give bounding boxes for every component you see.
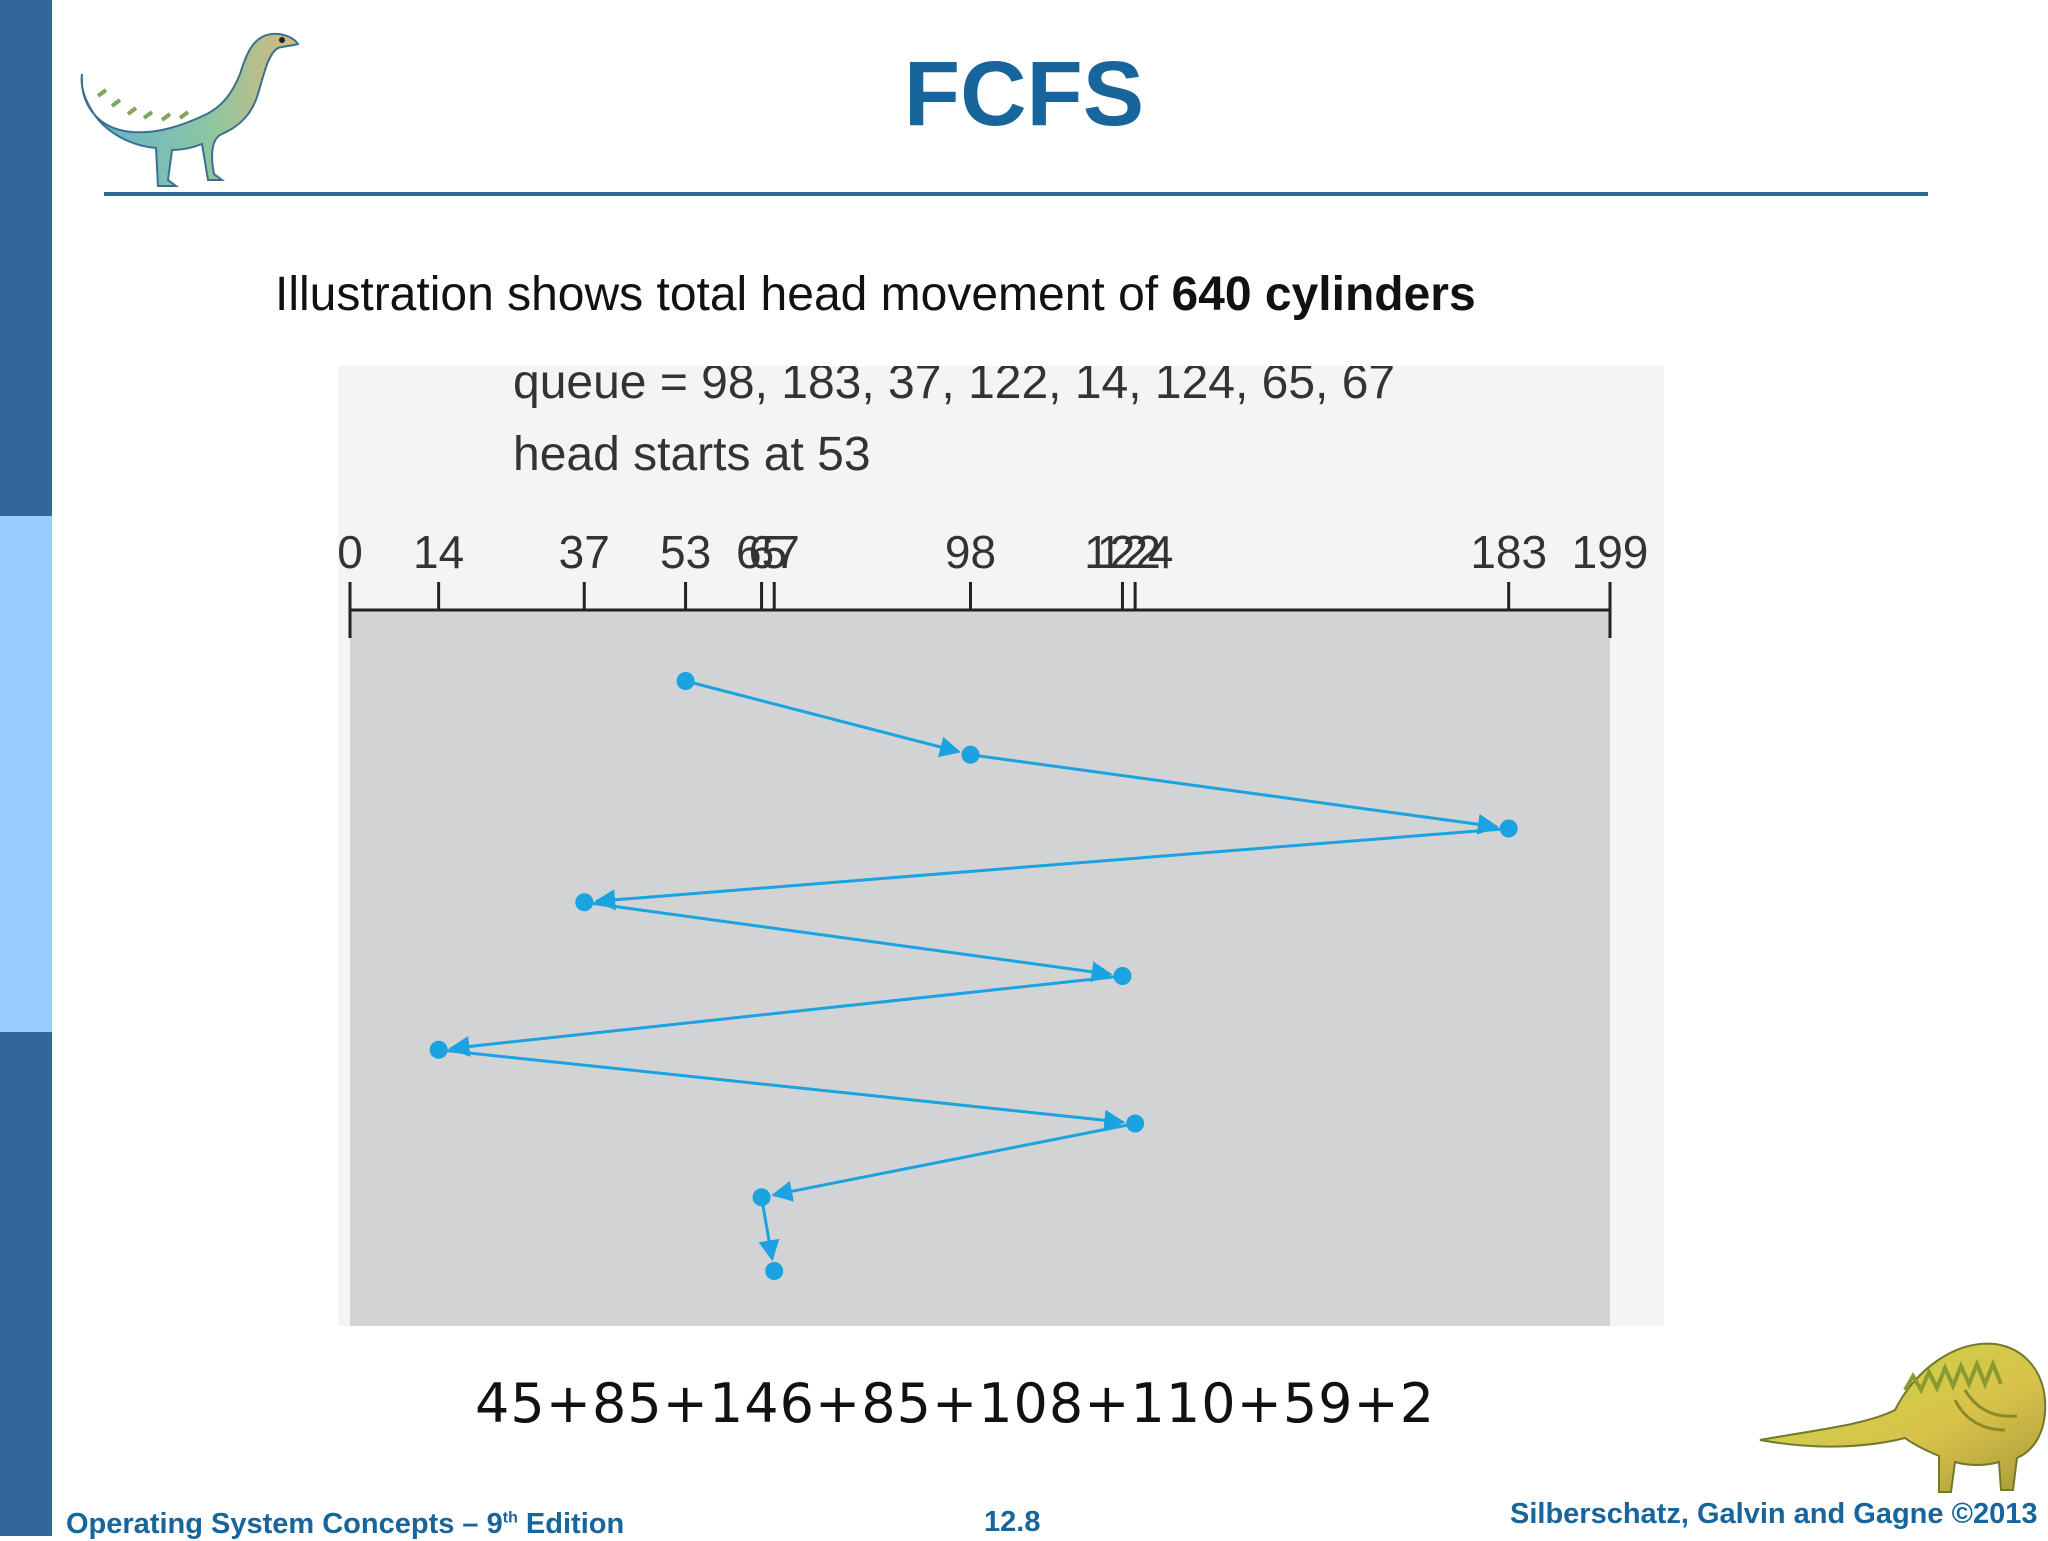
subtitle-emphasis: 640 cylinders [1171, 268, 1476, 321]
head-movement-arrow [438, 1048, 1126, 1131]
footer-book-title-main: Operating System Concepts – 9 [66, 1508, 503, 1540]
title-divider [104, 192, 1928, 196]
axis-tick-label: 67 [749, 526, 800, 578]
footer-book-title: Operating System Concepts – 9th Edition [66, 1508, 624, 1541]
sidebar-segment-bottom [0, 1032, 52, 1536]
axis-tick-label: 98 [945, 526, 996, 578]
head-position-point [752, 1188, 771, 1207]
head-start-label: head starts at 53 [513, 428, 871, 481]
head-position-point [429, 1040, 448, 1059]
queue-label: queue = 98, 183, 37, 122, 14, 124, 65, 6… [513, 366, 1395, 409]
footer-book-title-suffix: Edition [517, 1508, 625, 1540]
head-movement-arrow [685, 679, 961, 758]
head-position-point [1113, 967, 1132, 985]
sidebar-segment-middle [0, 516, 52, 1032]
axis-tick-label: 122 [1084, 526, 1161, 578]
dinosaur-icon [1759, 1342, 2047, 1493]
sidebar-segment-top [0, 0, 52, 516]
head-movement-arrow [771, 1122, 1136, 1202]
footer-copyright: Silberschatz, Galvin and Gagne ©2013 [1510, 1498, 2038, 1530]
head-position-point [1499, 819, 1518, 838]
head-movement-arrow [758, 1196, 780, 1262]
subtitle-text: Illustration shows total head movement o… [275, 268, 1172, 321]
head-movement-arrow [448, 974, 1123, 1057]
head-movement-arrow [970, 753, 1499, 835]
left-sidebar [0, 0, 52, 1536]
footer-page-number: 12.8 [984, 1506, 1041, 1538]
slide-subtitle: Illustration shows total head movement o… [275, 266, 1476, 324]
axis-tick-label: 14 [413, 526, 464, 578]
head-movement-arrow [594, 827, 1509, 911]
axis-tick-label: 53 [660, 526, 711, 578]
axis-tick-label: 65 [736, 526, 787, 578]
axis-tick-label: 37 [559, 526, 610, 578]
slide-title: FCFS [903, 43, 1145, 145]
axis-tick-label: 0 [338, 526, 363, 578]
head-position-point [575, 893, 594, 912]
footer-book-title-sup: th [502, 1509, 518, 1527]
axis-tick-label: 183 [1470, 526, 1547, 578]
fcfs-diagram: queue = 98, 183, 37, 122, 14, 124, 65, 6… [338, 366, 1664, 1326]
movement-panel [350, 610, 1610, 1326]
head-position-point [676, 672, 695, 690]
dinosaur-icon [80, 32, 300, 187]
head-position-point [961, 745, 980, 764]
movement-equation: 45+85+146+85+108+110+59+2 [475, 1372, 1436, 1435]
axis-tick-label: 199 [1572, 526, 1649, 578]
head-position-point [765, 1262, 784, 1280]
axis-tick-label: 124 [1097, 526, 1174, 578]
head-movement-arrow [584, 900, 1113, 983]
head-position-point [1126, 1114, 1145, 1133]
